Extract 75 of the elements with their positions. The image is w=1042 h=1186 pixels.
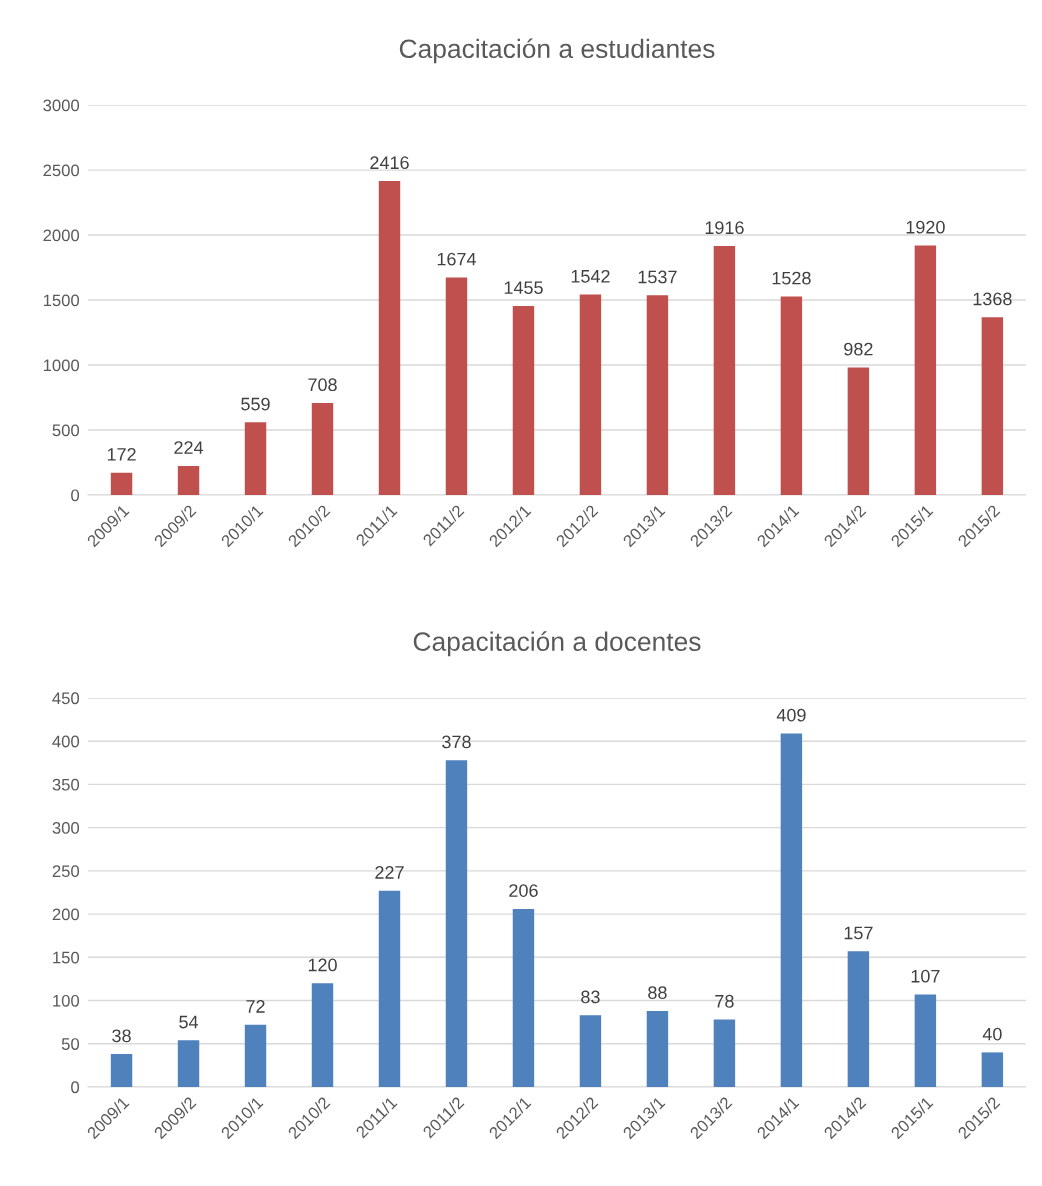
bar <box>847 951 870 1087</box>
y-tick-label: 500 <box>52 424 80 437</box>
data-label: 83 <box>581 990 600 1004</box>
data-label: 982 <box>844 342 873 356</box>
data-label: 1537 <box>638 270 677 284</box>
data-label: 38 <box>112 1029 131 1043</box>
data-label: 1528 <box>772 271 811 285</box>
data-label: 1368 <box>973 292 1012 306</box>
data-label: 72 <box>246 1000 265 1013</box>
y-tick-label: 2500 <box>43 164 80 177</box>
data-label: 40 <box>982 1027 1002 1041</box>
data-label: 378 <box>442 735 471 749</box>
data-label: 1920 <box>906 220 945 234</box>
bar <box>512 305 535 496</box>
bar <box>646 295 669 496</box>
chart-title: Capacitación a docentes <box>413 631 701 657</box>
bar <box>512 908 535 1087</box>
y-tick-label: 1500 <box>43 294 80 307</box>
data-label: 224 <box>174 441 204 454</box>
data-label: 409 <box>776 708 806 722</box>
bar <box>981 1052 1004 1087</box>
data-label: 1455 <box>504 281 543 295</box>
y-tick-label: 100 <box>53 994 80 1007</box>
bar <box>445 277 468 496</box>
bar <box>713 1019 736 1087</box>
y-tick-label: 450 <box>52 692 80 705</box>
data-label: 88 <box>648 986 667 999</box>
bar <box>981 317 1004 496</box>
data-label: 120 <box>308 958 337 972</box>
y-tick-label: 0 <box>71 489 80 502</box>
data-label: 1542 <box>571 269 610 283</box>
bar <box>177 465 200 496</box>
bar <box>177 1040 200 1087</box>
bar <box>311 983 334 1087</box>
y-tick-label: 150 <box>53 951 80 964</box>
bar <box>378 890 401 1087</box>
data-label: 206 <box>509 884 538 897</box>
bar <box>847 367 870 496</box>
data-label: 559 <box>241 397 270 411</box>
y-tick-label: 200 <box>52 908 80 921</box>
data-label: 1674 <box>437 252 477 266</box>
y-tick-label: 250 <box>52 865 80 878</box>
y-tick-label: 400 <box>52 735 80 748</box>
data-label: 227 <box>375 866 404 879</box>
y-tick-label: 300 <box>52 822 80 834</box>
bar <box>311 403 334 496</box>
bar <box>110 1054 133 1087</box>
bar <box>780 733 803 1087</box>
bar <box>378 180 401 496</box>
chart-title: Capacitación a estudiantes <box>399 38 715 64</box>
y-tick-label: 0 <box>71 1081 80 1094</box>
data-label: 172 <box>107 447 136 461</box>
y-tick-label: 350 <box>52 778 80 791</box>
bar <box>780 296 803 496</box>
y-tick-label: 50 <box>61 1038 80 1050</box>
data-label: 708 <box>308 378 337 392</box>
bar <box>914 994 937 1087</box>
y-tick-label: 1000 <box>43 359 80 372</box>
bar <box>713 245 736 496</box>
y-tick-label: 3000 <box>43 99 80 112</box>
data-label: 1916 <box>705 221 744 235</box>
bar <box>579 294 602 496</box>
bar <box>914 245 937 496</box>
bar <box>579 1015 602 1087</box>
data-label: 107 <box>911 969 940 983</box>
y-tick-label: 2000 <box>43 229 80 242</box>
bar <box>445 760 468 1087</box>
bar <box>110 472 133 496</box>
data-label: 54 <box>179 1015 199 1029</box>
data-label: 78 <box>715 994 734 1008</box>
data-label: 2416 <box>370 156 409 170</box>
bar <box>646 1010 669 1087</box>
data-label: 157 <box>844 926 873 940</box>
bar <box>244 422 267 496</box>
bar <box>244 1024 267 1087</box>
